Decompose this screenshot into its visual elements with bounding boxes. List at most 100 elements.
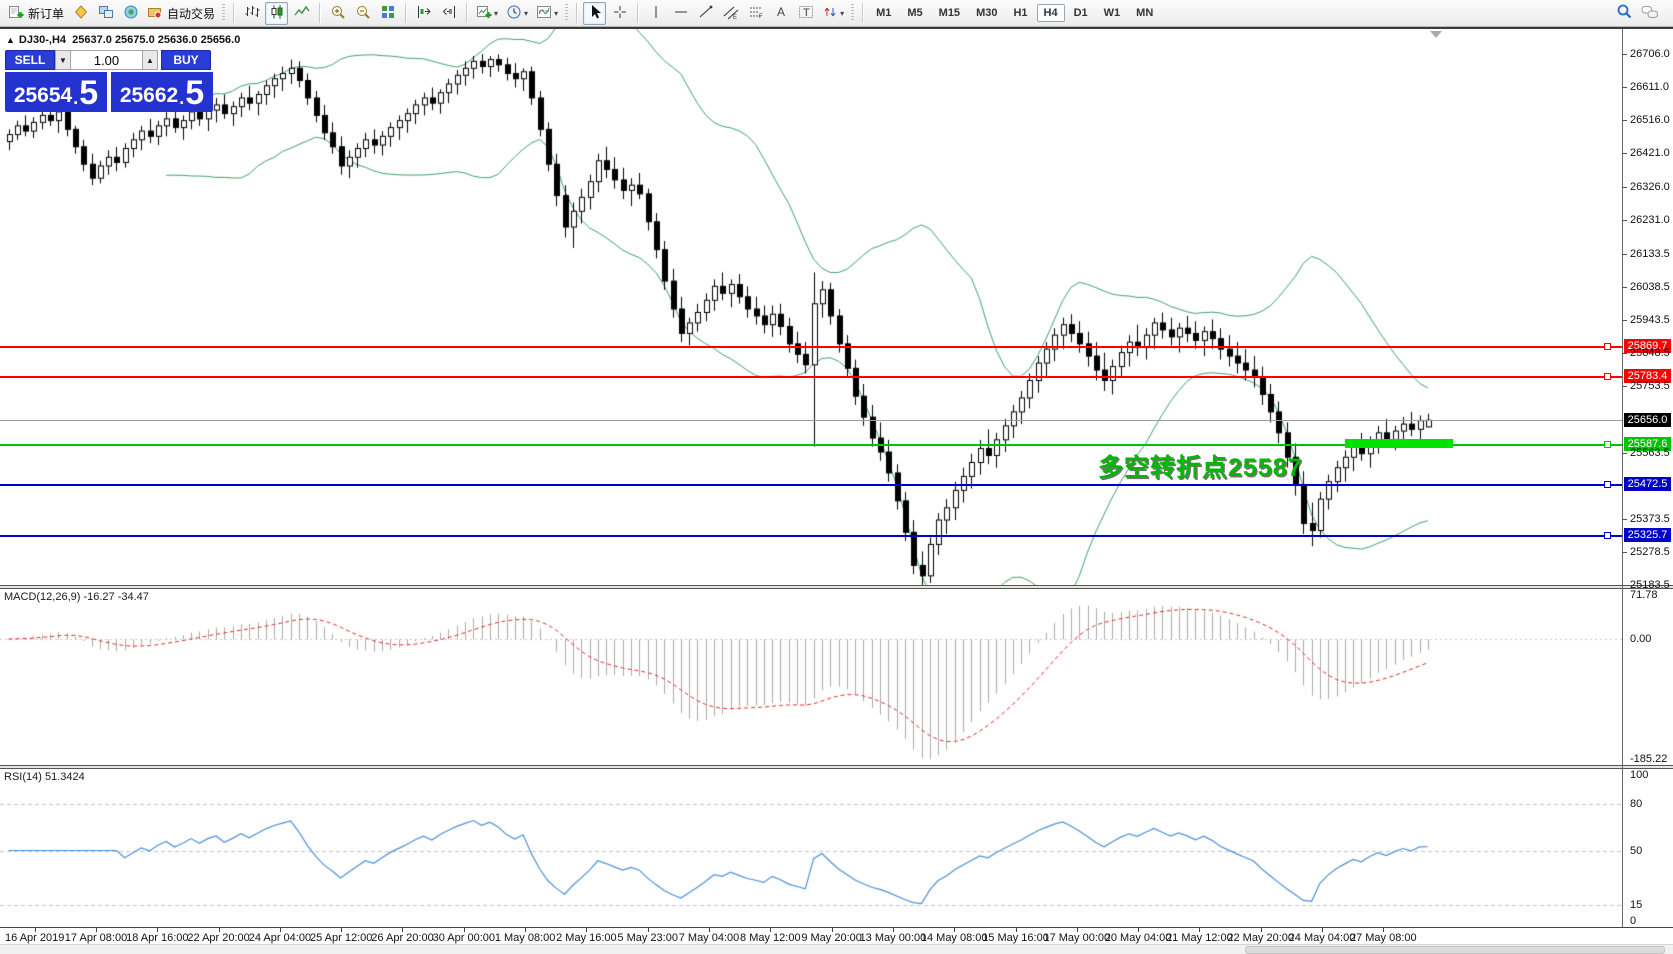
crosshair-button[interactable] bbox=[608, 2, 631, 25]
timeframe-button-mn[interactable]: MN bbox=[1136, 7, 1154, 19]
chart-shift-icon bbox=[441, 4, 457, 23]
x-axis-tick bbox=[770, 928, 771, 932]
dropdown-arrow-icon: ▾ bbox=[524, 8, 529, 18]
buy-price-display[interactable]: 25662. 5 bbox=[111, 72, 213, 112]
timeframe-button-m5[interactable]: M5 bbox=[907, 7, 923, 19]
horizontal-level-line-25325.7[interactable] bbox=[0, 535, 1622, 537]
svg-text:A: A bbox=[777, 5, 785, 19]
level-line-handle[interactable] bbox=[1604, 481, 1611, 488]
auto-trading-label: 自动交易 bbox=[167, 6, 216, 21]
profiles-button[interactable] bbox=[94, 2, 117, 25]
x-axis-tick bbox=[402, 928, 403, 932]
timeframe-button-d1[interactable]: D1 bbox=[1073, 7, 1088, 19]
text-label-button[interactable]: T bbox=[794, 2, 817, 25]
horizontal-level-line-25587.6[interactable] bbox=[0, 444, 1622, 446]
templates-icon bbox=[476, 4, 492, 23]
templates-dropdown[interactable]: ▾ bbox=[473, 2, 501, 25]
rsi-axis-label: 0 bbox=[1630, 915, 1637, 927]
sell-price-display[interactable]: 25654. 5 bbox=[5, 72, 107, 112]
x-axis-tick-label: 16 Apr 2019 bbox=[5, 932, 65, 944]
x-axis-tick-label: 27 May 08:00 bbox=[1349, 932, 1417, 944]
horizontal-level-line-25869.7[interactable] bbox=[0, 346, 1622, 348]
bar-chart-icon bbox=[244, 4, 260, 23]
rsi-chart-canvas[interactable] bbox=[0, 769, 1622, 927]
volume-decrease-button[interactable]: ▼ bbox=[55, 50, 71, 70]
horizontal-scrollbar[interactable] bbox=[0, 944, 1673, 954]
macd-chart-canvas[interactable] bbox=[0, 589, 1622, 765]
level-price-badge: 25472.5 bbox=[1624, 477, 1671, 491]
x-axis-tick-label: 15 May 16:00 bbox=[982, 932, 1049, 944]
equidistant-channel-button[interactable]: E bbox=[719, 2, 742, 25]
new-chart-button[interactable] bbox=[69, 2, 92, 25]
timeframe-button-m15[interactable]: M15 bbox=[938, 7, 961, 19]
level-line-handle[interactable] bbox=[1604, 343, 1611, 350]
chart-text-annotation[interactable]: 多空转折点25587 bbox=[1098, 454, 1303, 482]
auto-trading-button[interactable]: 自动交易 bbox=[144, 2, 218, 25]
rsi-axis-label: 80 bbox=[1630, 798, 1643, 810]
horizontal-level-line-25783.4[interactable] bbox=[0, 376, 1622, 378]
timeframe-button-w1[interactable]: W1 bbox=[1103, 7, 1121, 19]
dropdown-arrow-icon: ▾ bbox=[554, 8, 559, 18]
periods-dropdown[interactable]: ▾ bbox=[503, 2, 531, 25]
symbol-collapse-icon[interactable]: ▲ bbox=[6, 35, 15, 45]
y-axis-tick-label: 26516.0 bbox=[1630, 114, 1670, 127]
indicators-dropdown[interactable]: ▾ bbox=[533, 2, 561, 25]
scrollbar-thumb[interactable] bbox=[1245, 946, 1665, 954]
horizontal-level-line-25472.5[interactable] bbox=[0, 484, 1622, 486]
new-order-button[interactable]: 新订单 bbox=[5, 2, 67, 25]
main-chart-canvas[interactable] bbox=[0, 29, 1622, 585]
search-button[interactable] bbox=[1613, 2, 1636, 25]
zoom-out-button[interactable] bbox=[351, 2, 374, 25]
level-line-handle[interactable] bbox=[1604, 532, 1611, 539]
timeframe-group: M1 M5 M15 M30 H1 H4 D1 W1 MN bbox=[868, 4, 1161, 22]
community-button[interactable] bbox=[119, 2, 142, 25]
current-price-line[interactable] bbox=[0, 420, 1622, 421]
timeframe-button-m30[interactable]: M30 bbox=[976, 7, 998, 19]
chart-shift-button[interactable] bbox=[437, 2, 460, 25]
x-axis-tick-label: 8 May 12:00 bbox=[740, 932, 801, 944]
chart-shift-marker-icon[interactable] bbox=[1430, 31, 1442, 38]
level-line-handle[interactable] bbox=[1604, 441, 1611, 448]
trendline-icon bbox=[698, 4, 714, 23]
volume-input[interactable] bbox=[71, 50, 142, 70]
timeframe-button-h1[interactable]: H1 bbox=[1013, 7, 1028, 19]
x-axis-tick-label: 9 May 20:00 bbox=[801, 932, 862, 944]
chat-button[interactable] bbox=[1638, 2, 1662, 25]
text-button[interactable]: A bbox=[769, 2, 792, 25]
sell-button[interactable]: SELL bbox=[5, 50, 55, 70]
trendline-button[interactable] bbox=[694, 2, 717, 25]
pane-divider[interactable] bbox=[0, 585, 1673, 589]
x-axis-tick-label: 22 Apr 20:00 bbox=[187, 932, 250, 944]
new-order-icon bbox=[8, 4, 24, 23]
horizontal-line-button[interactable] bbox=[669, 2, 692, 25]
timeframe-button-h4[interactable]: H4 bbox=[1036, 4, 1065, 22]
x-axis-tick bbox=[1322, 928, 1323, 932]
timeframe-button-m1[interactable]: M1 bbox=[876, 7, 892, 19]
level-price-badge: 25325.7 bbox=[1624, 528, 1671, 542]
price-pane: ▲ DJ30-,H4 25637.0 25675.0 25636.0 25656.… bbox=[0, 29, 1673, 585]
horizontal-line-icon bbox=[673, 4, 689, 23]
x-axis-tick-label: 21 May 12:00 bbox=[1166, 932, 1233, 944]
level-line-handle[interactable] bbox=[1604, 373, 1611, 380]
svg-text:E: E bbox=[733, 15, 737, 20]
fibonacci-button[interactable]: F bbox=[744, 2, 767, 25]
thick-green-trend-segment[interactable] bbox=[1344, 439, 1453, 449]
line-chart-button[interactable] bbox=[290, 2, 313, 25]
buy-button[interactable]: BUY bbox=[161, 50, 211, 70]
candlestick-chart-button[interactable] bbox=[265, 1, 289, 25]
time-axis[interactable]: 16 Apr 2019 17 Apr 08:00 18 Apr 16:00 22 Ap… bbox=[0, 927, 1673, 944]
rsi-label: RSI(14) 51.3424 bbox=[4, 771, 85, 783]
new-chart-icon bbox=[73, 4, 89, 23]
one-click-trading-panel: SELL ▼ ▲ BUY 25654.5 25662.5 bbox=[5, 50, 215, 112]
cursor-button[interactable] bbox=[583, 1, 607, 25]
y-axis-tick bbox=[1622, 287, 1627, 288]
tile-windows-button[interactable] bbox=[376, 2, 399, 25]
auto-scroll-button[interactable] bbox=[412, 2, 435, 25]
x-axis-tick bbox=[219, 928, 220, 932]
bar-chart-button[interactable] bbox=[240, 2, 263, 25]
vertical-line-button[interactable] bbox=[644, 2, 667, 25]
arrows-dropdown[interactable]: ▾ bbox=[819, 2, 847, 25]
pane-divider[interactable] bbox=[0, 765, 1673, 769]
volume-increase-button[interactable]: ▲ bbox=[142, 50, 158, 70]
zoom-in-button[interactable] bbox=[326, 2, 349, 25]
